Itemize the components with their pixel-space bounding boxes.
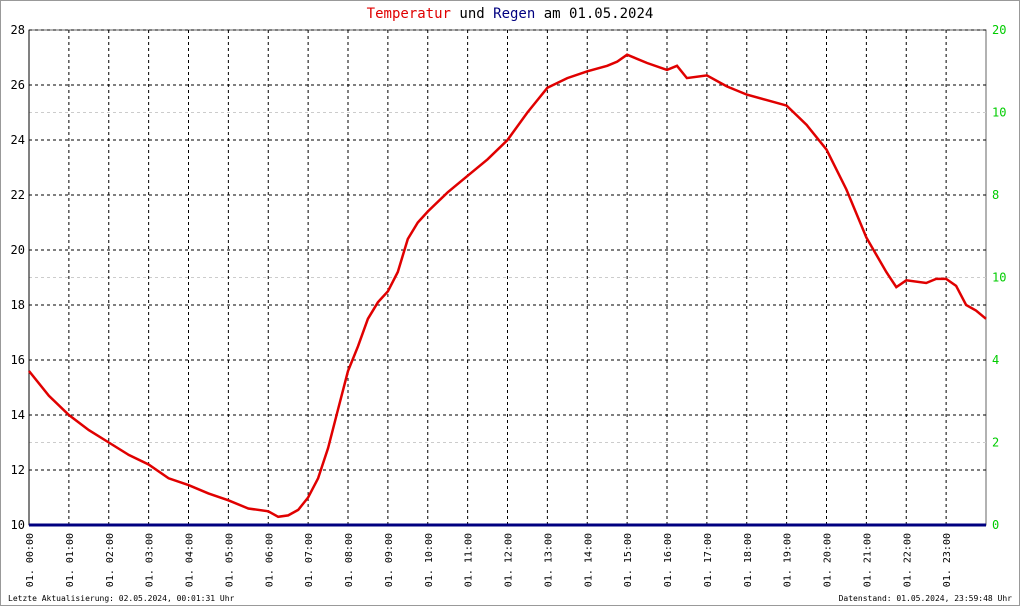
title-rain: Regen <box>493 6 535 22</box>
y-tick-label: 22 <box>11 188 25 202</box>
x-tick-label: 01. 19:00 <box>783 533 794 587</box>
y-tick-label: 16 <box>11 353 25 367</box>
x-tick-label: 01. 00:00 <box>25 533 36 587</box>
x-tick-label: 01. 02:00 <box>105 533 116 587</box>
x-tick-label: 01. 09:00 <box>384 533 395 587</box>
y-tick-label: 28 <box>11 23 25 37</box>
x-tick-label: 01. 05:00 <box>224 533 235 587</box>
x-tick-label: 01. 22:00 <box>902 533 913 587</box>
x-tick-label: 01. 17:00 <box>703 533 714 587</box>
x-tick-label: 01. 06:00 <box>264 533 275 587</box>
y-tick-label: 14 <box>11 408 25 422</box>
title-and: und <box>459 6 484 22</box>
y-tick-label: 10 <box>11 518 25 532</box>
y2-tick-label: 20 <box>992 23 1006 37</box>
y2-tick-label: 10 <box>992 106 1006 120</box>
x-tick-label: 01. 21:00 <box>862 533 873 587</box>
chart-title: Temperatur und Regen am 01.05.2024 <box>367 6 654 22</box>
y2-tick-label: 8 <box>992 188 999 202</box>
x-tick-label: 01. 13:00 <box>543 533 554 587</box>
x-tick-label: 01. 07:00 <box>304 533 315 587</box>
x-tick-label: 01. 11:00 <box>464 533 475 587</box>
footer-left: Letzte Aktualisierung: 02.05.2024, 00:01… <box>8 594 235 603</box>
x-tick-label: 01. 16:00 <box>663 533 674 587</box>
footer-right: Datenstand: 01.05.2024, 23:59:48 Uhr <box>839 594 1013 603</box>
x-tick-label: 01. 08:00 <box>344 533 355 587</box>
y-tick-label: 24 <box>11 133 25 147</box>
series-line <box>28 53 987 519</box>
x-tick-label: 01. 23:00 <box>942 533 953 587</box>
x-tick-label: 01. 15:00 <box>623 533 634 587</box>
x-tick-label: 01. 01:00 <box>65 533 76 587</box>
x-tick-label: 01. 12:00 <box>504 533 515 587</box>
title-temperature: Temperatur <box>367 6 451 22</box>
y2-tick-label: 0 <box>992 518 999 532</box>
title-date: am 01.05.2024 <box>544 6 654 22</box>
y-tick-label: 12 <box>11 463 25 477</box>
x-tick-label: 01. 10:00 <box>424 533 435 587</box>
y-tick-label: 18 <box>11 298 25 312</box>
y2-tick-label: 2 <box>992 436 999 450</box>
x-tick-label: 01. 18:00 <box>743 533 754 587</box>
x-tick-label: 01. 04:00 <box>185 533 196 587</box>
x-tick-label: 01. 03:00 <box>145 533 156 587</box>
x-tick-label: 01. 14:00 <box>583 533 594 587</box>
y2-tick-label: 10 <box>992 271 1006 285</box>
y-tick-label: 20 <box>11 243 25 257</box>
x-tick-label: 01. 20:00 <box>823 533 834 587</box>
y2-tick-label: 4 <box>992 353 999 367</box>
y-tick-label: 26 <box>11 78 25 92</box>
